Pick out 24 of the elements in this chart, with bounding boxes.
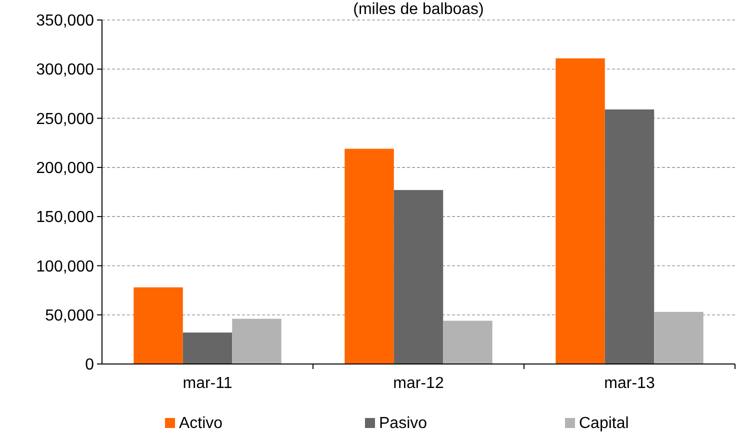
y-tick-label: 50,000 xyxy=(45,307,94,324)
bar xyxy=(443,320,492,364)
bar xyxy=(134,287,183,364)
y-tick-label: 100,000 xyxy=(36,258,94,276)
bar xyxy=(394,190,444,364)
legend-label: Activo xyxy=(179,415,223,432)
bar xyxy=(604,109,654,364)
chart-subtitle: (miles de balboas) xyxy=(353,1,484,18)
y-tick-label: 150,000 xyxy=(36,209,94,226)
y-tick-label: 350,000 xyxy=(36,12,94,30)
bar xyxy=(556,58,605,364)
y-tick-label: 300,000 xyxy=(36,62,94,79)
legend-label: Pasivo xyxy=(379,415,428,432)
x-tick-label: mar-11 xyxy=(182,375,232,392)
bar xyxy=(232,318,282,364)
y-tick-label: 250,000 xyxy=(36,110,94,128)
bar xyxy=(182,332,232,364)
x-tick-label: mar-12 xyxy=(393,375,444,392)
bar xyxy=(654,312,704,364)
legend-label: Capital xyxy=(579,415,629,432)
y-tick-label: 200,000 xyxy=(36,160,94,178)
y-tick-label: 0 xyxy=(85,356,94,374)
bar xyxy=(344,148,394,364)
x-tick-label: mar-13 xyxy=(604,375,655,392)
